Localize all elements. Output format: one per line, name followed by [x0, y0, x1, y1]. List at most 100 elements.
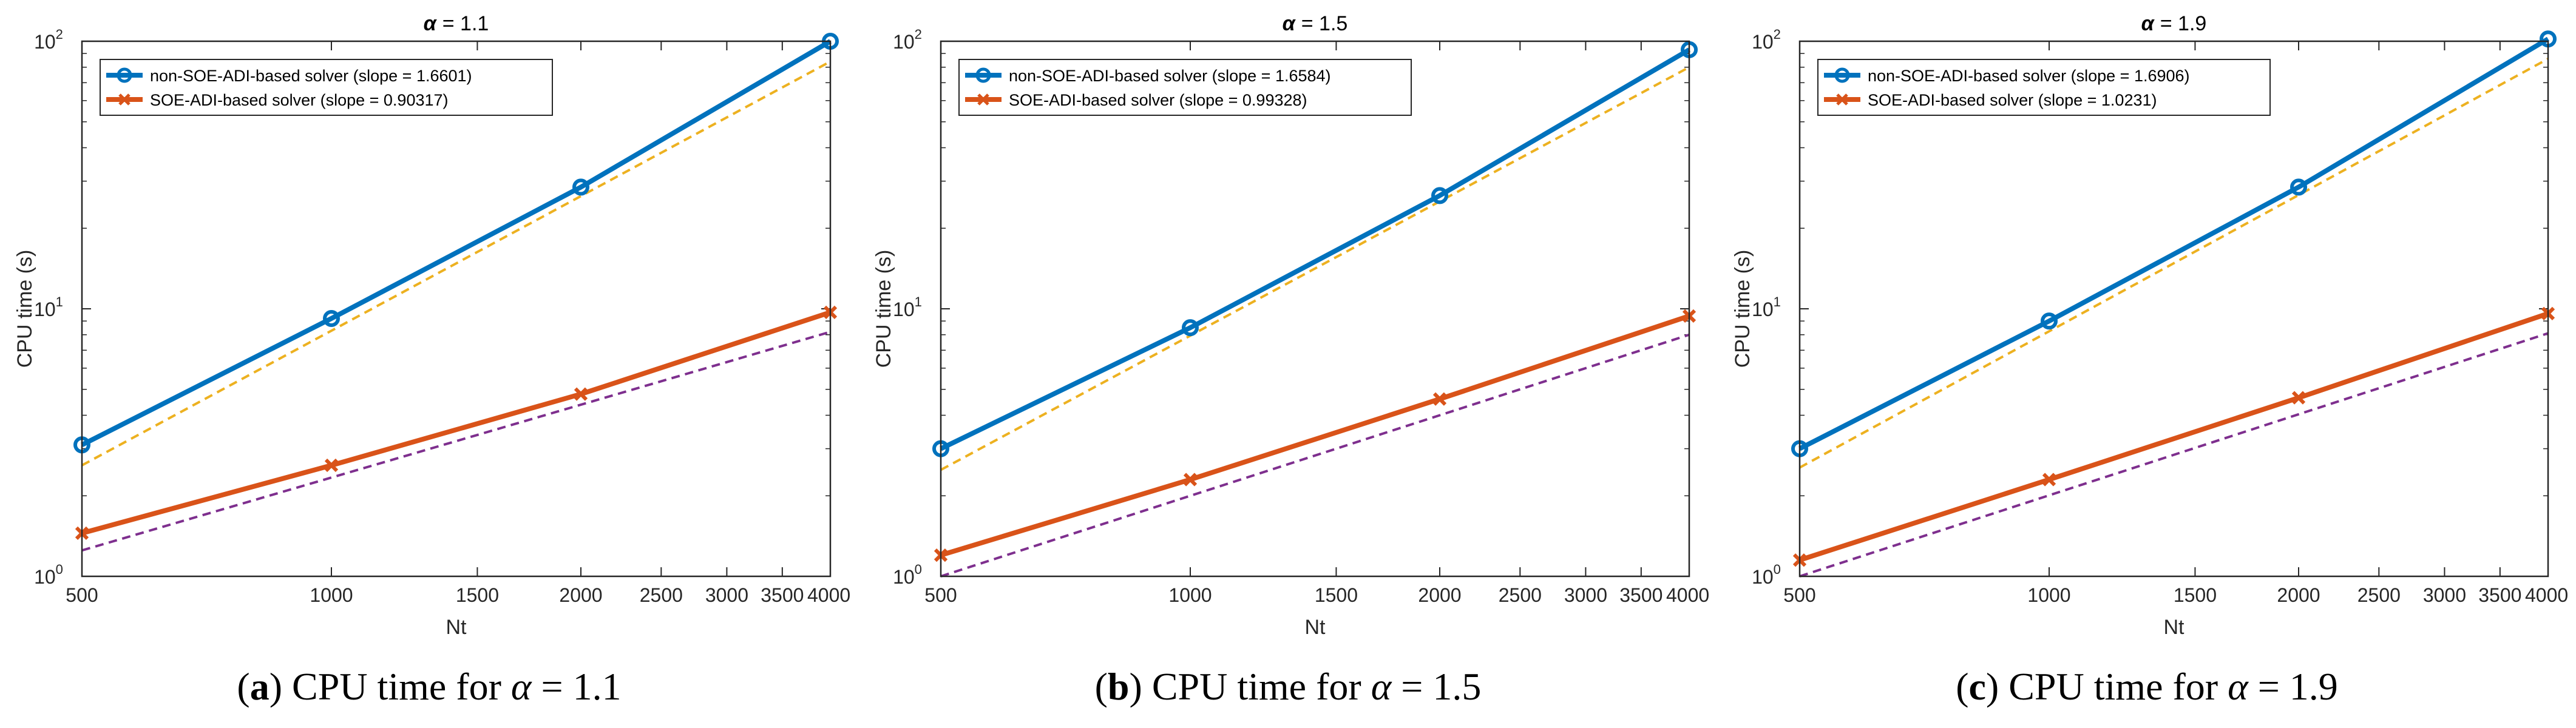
panel-a: 100 101 102 500 1000 1500 2000 2500 3000 3500 4000…	[0, 0, 858, 728]
legend-label: non-SOE-ADI-based solver (slope = 1.6584…	[1009, 67, 1331, 85]
y-axis-label: CPU time (s)	[872, 250, 895, 368]
x-tick-label: 4000	[1666, 584, 1709, 606]
caption-a: (a) CPU time for α = 1.1	[237, 665, 622, 708]
legend-label: SOE-ADI-based solver (slope = 0.90317)	[150, 91, 449, 109]
legend-marker-x	[118, 93, 130, 106]
legend-marker-x	[1836, 93, 1848, 106]
y-tick-label: 102	[893, 27, 922, 53]
caption-value: = 1.9	[2257, 665, 2338, 708]
legend-marker-x	[977, 93, 989, 106]
legend-item: non-SOE-ADI-based solver (slope = 1.6584…	[965, 67, 1331, 85]
caption-text: CPU time for	[292, 665, 501, 708]
y-tick-base: 10	[34, 298, 56, 320]
data-point-x	[2042, 473, 2056, 487]
x-tick-label: 500	[924, 584, 957, 606]
caption-alpha: α	[2228, 665, 2248, 708]
x-tick-label: 4000	[807, 584, 850, 606]
x-tick-label: 2500	[1499, 584, 1542, 606]
title-value: = 1.5	[1301, 12, 1348, 35]
series-line-1	[1798, 36, 2550, 451]
x-axis-label: Nt	[1305, 616, 1326, 639]
y-tick-label: 100	[34, 562, 63, 588]
legend-marker-circle	[1834, 67, 1850, 83]
title-symbol: α	[1283, 12, 1296, 35]
data-point-x	[1183, 473, 1198, 487]
y-tick-label: 102	[34, 27, 63, 53]
chart-title: α = 1.1	[424, 12, 489, 35]
x-tick-label: 500	[1783, 584, 1815, 606]
caption-text: CPU time for	[1151, 665, 1361, 708]
reference-line	[81, 60, 831, 467]
y-axis-label: CPU time (s)	[1731, 250, 1754, 368]
title-symbol: α	[424, 12, 438, 35]
y-tick-base: 10	[34, 31, 56, 53]
x-tick-label: 2000	[559, 584, 602, 606]
caption-alpha: α	[510, 665, 532, 708]
legend-label: SOE-ADI-based solver (slope = 0.99328)	[1009, 91, 1307, 109]
x-tick-label: 500	[66, 584, 98, 606]
y-tick-label: 100	[1752, 562, 1781, 588]
x-tick-label: 2000	[2277, 584, 2320, 606]
y-tick-exponent: 2	[915, 27, 922, 42]
data-point-x	[2291, 391, 2306, 405]
legend-box	[1817, 59, 2271, 116]
y-tick-base: 10	[1752, 298, 1774, 320]
y-tick-exponent: 1	[915, 294, 922, 309]
y-tick-label: 102	[1752, 27, 1781, 53]
y-tick-exponent: 1	[56, 294, 63, 309]
title-value: = 1.1	[442, 12, 489, 35]
caption-text: CPU time for	[2008, 665, 2218, 708]
caption-letter: b	[1107, 665, 1130, 708]
x-tick-label: 1000	[310, 584, 353, 606]
y-tick-exponent: 1	[1774, 294, 1781, 309]
legend-item: non-SOE-ADI-based solver (slope = 1.6601…	[106, 67, 472, 85]
data-point-circle	[2290, 178, 2307, 196]
x-axis-label: Nt	[446, 616, 467, 639]
x-tick-label: 3500	[1619, 584, 1663, 606]
x-tick-label: 3000	[2423, 584, 2466, 606]
x-tick-label: 1500	[1315, 584, 1358, 606]
x-tick-label: 4000	[2525, 584, 2568, 606]
caption-letter: a	[249, 665, 269, 708]
series-line-2	[81, 310, 832, 536]
reference-line	[940, 66, 1690, 471]
series-line-2	[940, 314, 1690, 558]
y-tick-base: 10	[34, 566, 56, 588]
data-point-x	[324, 458, 339, 473]
x-tick-label: 3000	[1564, 584, 1607, 606]
caption-c: (c) CPU time for α = 1.9	[1956, 665, 2338, 708]
x-tick-label: 2500	[2357, 584, 2401, 606]
legend: non-SOE-ADI-based solver (slope = 1.6601…	[100, 59, 553, 116]
data-point-circle	[1182, 319, 1199, 337]
y-tick-exponent: 0	[1774, 562, 1781, 577]
legend-item: SOE-ADI-based solver (slope = 0.99328)	[965, 91, 1307, 109]
caption-value: = 1.5	[1401, 665, 1482, 708]
legend-label: SOE-ADI-based solver (slope = 1.0231)	[1868, 91, 2157, 109]
plot-area	[1800, 41, 2548, 576]
y-tick-exponent: 0	[915, 562, 922, 577]
series-line-2	[1798, 311, 2549, 563]
y-tick-label: 101	[1752, 294, 1781, 320]
legend-item: SOE-ADI-based solver (slope = 1.0231)	[1824, 91, 2157, 109]
y-axis-label: CPU time (s)	[13, 250, 36, 368]
legend-label: non-SOE-ADI-based solver (slope = 1.6601…	[150, 67, 472, 85]
y-tick-label: 101	[34, 294, 63, 320]
panel-c: 100 101 102 500 1000 1500 2000 2500 3000 3500 4000…	[1718, 0, 2576, 728]
y-tick-exponent: 2	[1774, 27, 1781, 42]
caption-b: (b) CPU time for α = 1.5	[1094, 665, 1482, 708]
plot-area	[941, 41, 1689, 576]
y-tick-base: 10	[893, 566, 915, 588]
reference-line	[81, 331, 831, 552]
x-tick-label: 1000	[1168, 584, 1212, 606]
y-tick-label: 100	[893, 562, 922, 588]
legend-item: non-SOE-ADI-based solver (slope = 1.6906…	[1824, 67, 2190, 85]
legend: non-SOE-ADI-based solver (slope = 1.6906…	[1817, 59, 2271, 116]
title-value: = 1.9	[2160, 12, 2207, 35]
caption-letter: c	[1968, 665, 1986, 708]
axes-box	[1798, 40, 2549, 578]
chart-title: α = 1.9	[2141, 12, 2207, 35]
x-tick-label: 3500	[761, 584, 804, 606]
